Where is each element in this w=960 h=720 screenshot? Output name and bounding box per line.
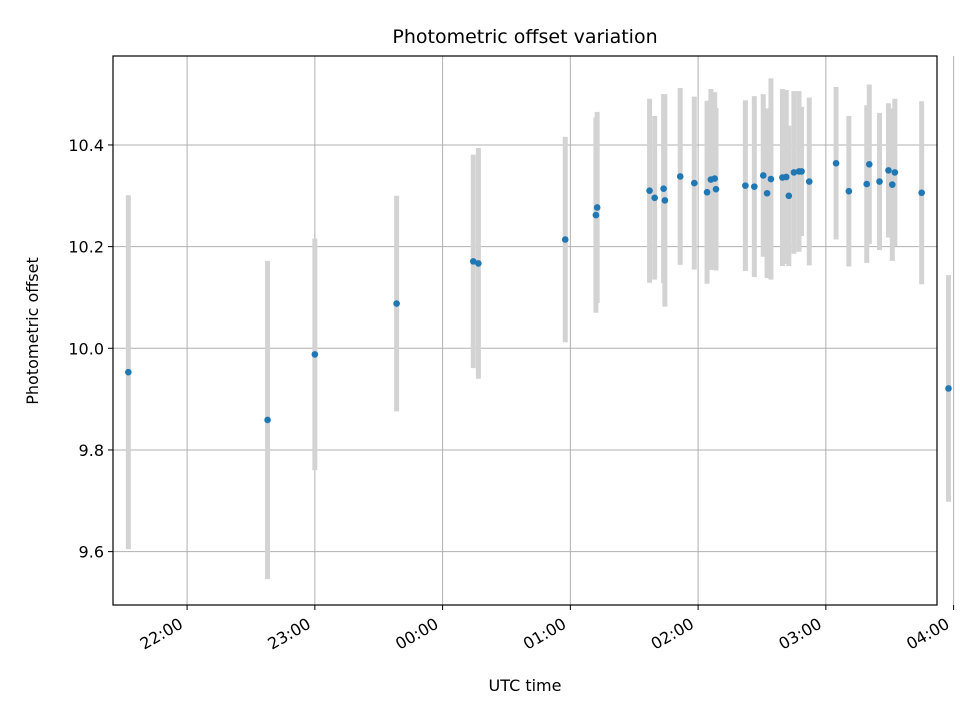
data-point bbox=[393, 300, 400, 307]
y-tick-label: 9.6 bbox=[79, 543, 104, 562]
y-tick-label: 10.2 bbox=[68, 238, 104, 257]
data-point bbox=[918, 189, 925, 197]
y-axis-title: Photometric offset bbox=[23, 257, 42, 405]
data-point bbox=[703, 188, 711, 196]
data-points bbox=[125, 159, 952, 424]
data-point bbox=[891, 169, 899, 176]
data-point bbox=[646, 187, 653, 195]
data-point bbox=[767, 175, 775, 183]
data-point bbox=[876, 178, 883, 185]
data-point bbox=[798, 168, 805, 175]
data-point bbox=[785, 192, 793, 200]
data-point bbox=[945, 385, 952, 392]
data-point bbox=[660, 185, 667, 192]
x-axis-title: UTC time bbox=[489, 676, 562, 695]
data-point bbox=[885, 167, 892, 174]
data-point bbox=[888, 181, 896, 188]
data-point bbox=[469, 258, 477, 265]
y-tick-label: 10.4 bbox=[68, 136, 104, 155]
data-point bbox=[125, 368, 132, 376]
data-point bbox=[651, 194, 658, 202]
y-tick-label: 10.0 bbox=[68, 339, 104, 358]
y-axis: 9.6 9.8 10.0 10.2 10.4 bbox=[68, 136, 113, 562]
data-point bbox=[759, 172, 767, 179]
plot-frame bbox=[112, 55, 938, 606]
data-point bbox=[742, 182, 749, 189]
chart-title: Photometric offset variation bbox=[392, 26, 657, 48]
data-point bbox=[690, 179, 698, 187]
data-point bbox=[592, 211, 600, 219]
data-point bbox=[593, 204, 601, 211]
data-point bbox=[561, 236, 569, 243]
data-point bbox=[832, 159, 840, 167]
data-point bbox=[790, 169, 798, 176]
data-point bbox=[475, 260, 482, 267]
data-point bbox=[661, 197, 669, 204]
data-point bbox=[676, 173, 684, 180]
y-tick-label: 9.8 bbox=[79, 441, 104, 460]
data-point bbox=[782, 173, 790, 181]
data-point bbox=[805, 178, 813, 185]
data-point bbox=[763, 189, 771, 197]
data-point bbox=[751, 183, 758, 190]
data-point bbox=[712, 185, 720, 193]
data-point bbox=[863, 180, 871, 188]
data-point bbox=[711, 175, 719, 182]
data-point bbox=[264, 416, 271, 424]
data-point bbox=[311, 351, 319, 358]
data-point bbox=[845, 187, 853, 195]
data-point bbox=[865, 160, 873, 168]
